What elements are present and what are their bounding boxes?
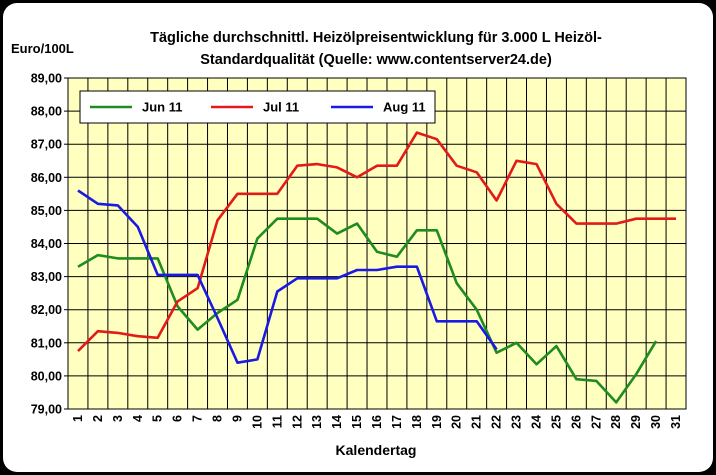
x-tick-label: 9 xyxy=(230,415,244,422)
legend-box xyxy=(79,90,436,124)
y-tick-label: 79,00 xyxy=(31,403,62,417)
chart-frame: Tägliche durchschnittl. Heizölpreisentwi… xyxy=(3,3,713,472)
y-tick-label: 85,00 xyxy=(31,204,62,218)
chart-title-line1: Tägliche durchschnittl. Heizölpreisentwi… xyxy=(150,30,602,46)
x-tick-label: 31 xyxy=(669,415,683,429)
x-tick-label: 7 xyxy=(191,415,205,422)
x-tick-label: 4 xyxy=(131,415,145,422)
x-tick-label: 23 xyxy=(510,415,524,429)
x-tick-label: 12 xyxy=(290,415,304,429)
y-tick-label: 81,00 xyxy=(31,336,62,350)
y-tick-label: 80,00 xyxy=(31,369,62,383)
x-tick-label: 3 xyxy=(111,415,125,422)
legend-label-jul-11: Jul 11 xyxy=(263,100,299,115)
chart: Tägliche durchschnittl. Heizölpreisentwi… xyxy=(11,30,687,458)
series-line-jul-11 xyxy=(77,131,676,353)
plot-border xyxy=(67,77,687,410)
x-tick-label: 8 xyxy=(211,415,225,422)
x-tick-label: 15 xyxy=(350,415,364,429)
y-tick-label: 87,00 xyxy=(31,138,62,152)
chart-title-line2: Standardqualität (Quelle: www.contentser… xyxy=(200,52,552,68)
y-tick-label: 89,00 xyxy=(31,72,62,86)
y-tick-label: 86,00 xyxy=(31,171,62,185)
x-tick-label: 24 xyxy=(529,415,543,429)
series-line-jun-11 xyxy=(77,217,658,404)
x-tick-label: 2 xyxy=(91,415,105,422)
x-tick-label: 25 xyxy=(549,415,563,429)
x-tick-label: 27 xyxy=(589,415,603,429)
y-axis-label: Euro/100L xyxy=(11,41,74,56)
x-tick-label: 30 xyxy=(649,415,663,429)
x-tick-label: 18 xyxy=(410,415,424,429)
x-tick-label: 19 xyxy=(430,415,444,429)
x-tick-label: 29 xyxy=(629,415,643,429)
x-tick-label: 28 xyxy=(609,415,623,429)
x-tick-label: 14 xyxy=(330,415,344,429)
x-tick-label: 13 xyxy=(310,415,324,429)
legend: Jun 11 Jul 11 Aug 11 xyxy=(79,90,436,124)
x-tick-label: 10 xyxy=(250,415,264,429)
y-tick-label: 82,00 xyxy=(31,303,62,317)
x-tick-label: 21 xyxy=(470,415,484,429)
y-tick-label: 84,00 xyxy=(31,237,62,251)
x-tick-label: 1 xyxy=(71,415,85,422)
x-tick-label: 5 xyxy=(151,415,165,422)
y-tick-label: 83,00 xyxy=(31,270,62,284)
x-tick-label: 6 xyxy=(171,415,185,422)
x-tick-label: 11 xyxy=(270,415,284,428)
x-axis-label: Kalendertag xyxy=(336,442,417,458)
y-tick-label: 88,00 xyxy=(31,105,62,119)
legend-label-aug-11: Aug 11 xyxy=(383,100,426,115)
series-line-aug-11 xyxy=(77,189,498,364)
x-tick-label: 26 xyxy=(569,415,583,429)
x-tick-label: 17 xyxy=(390,415,404,429)
x-tick-label: 22 xyxy=(490,415,504,429)
x-tick-label: 20 xyxy=(450,415,464,429)
legend-label-jun-11: Jun 11 xyxy=(142,100,182,115)
x-tick-label: 16 xyxy=(370,415,384,429)
